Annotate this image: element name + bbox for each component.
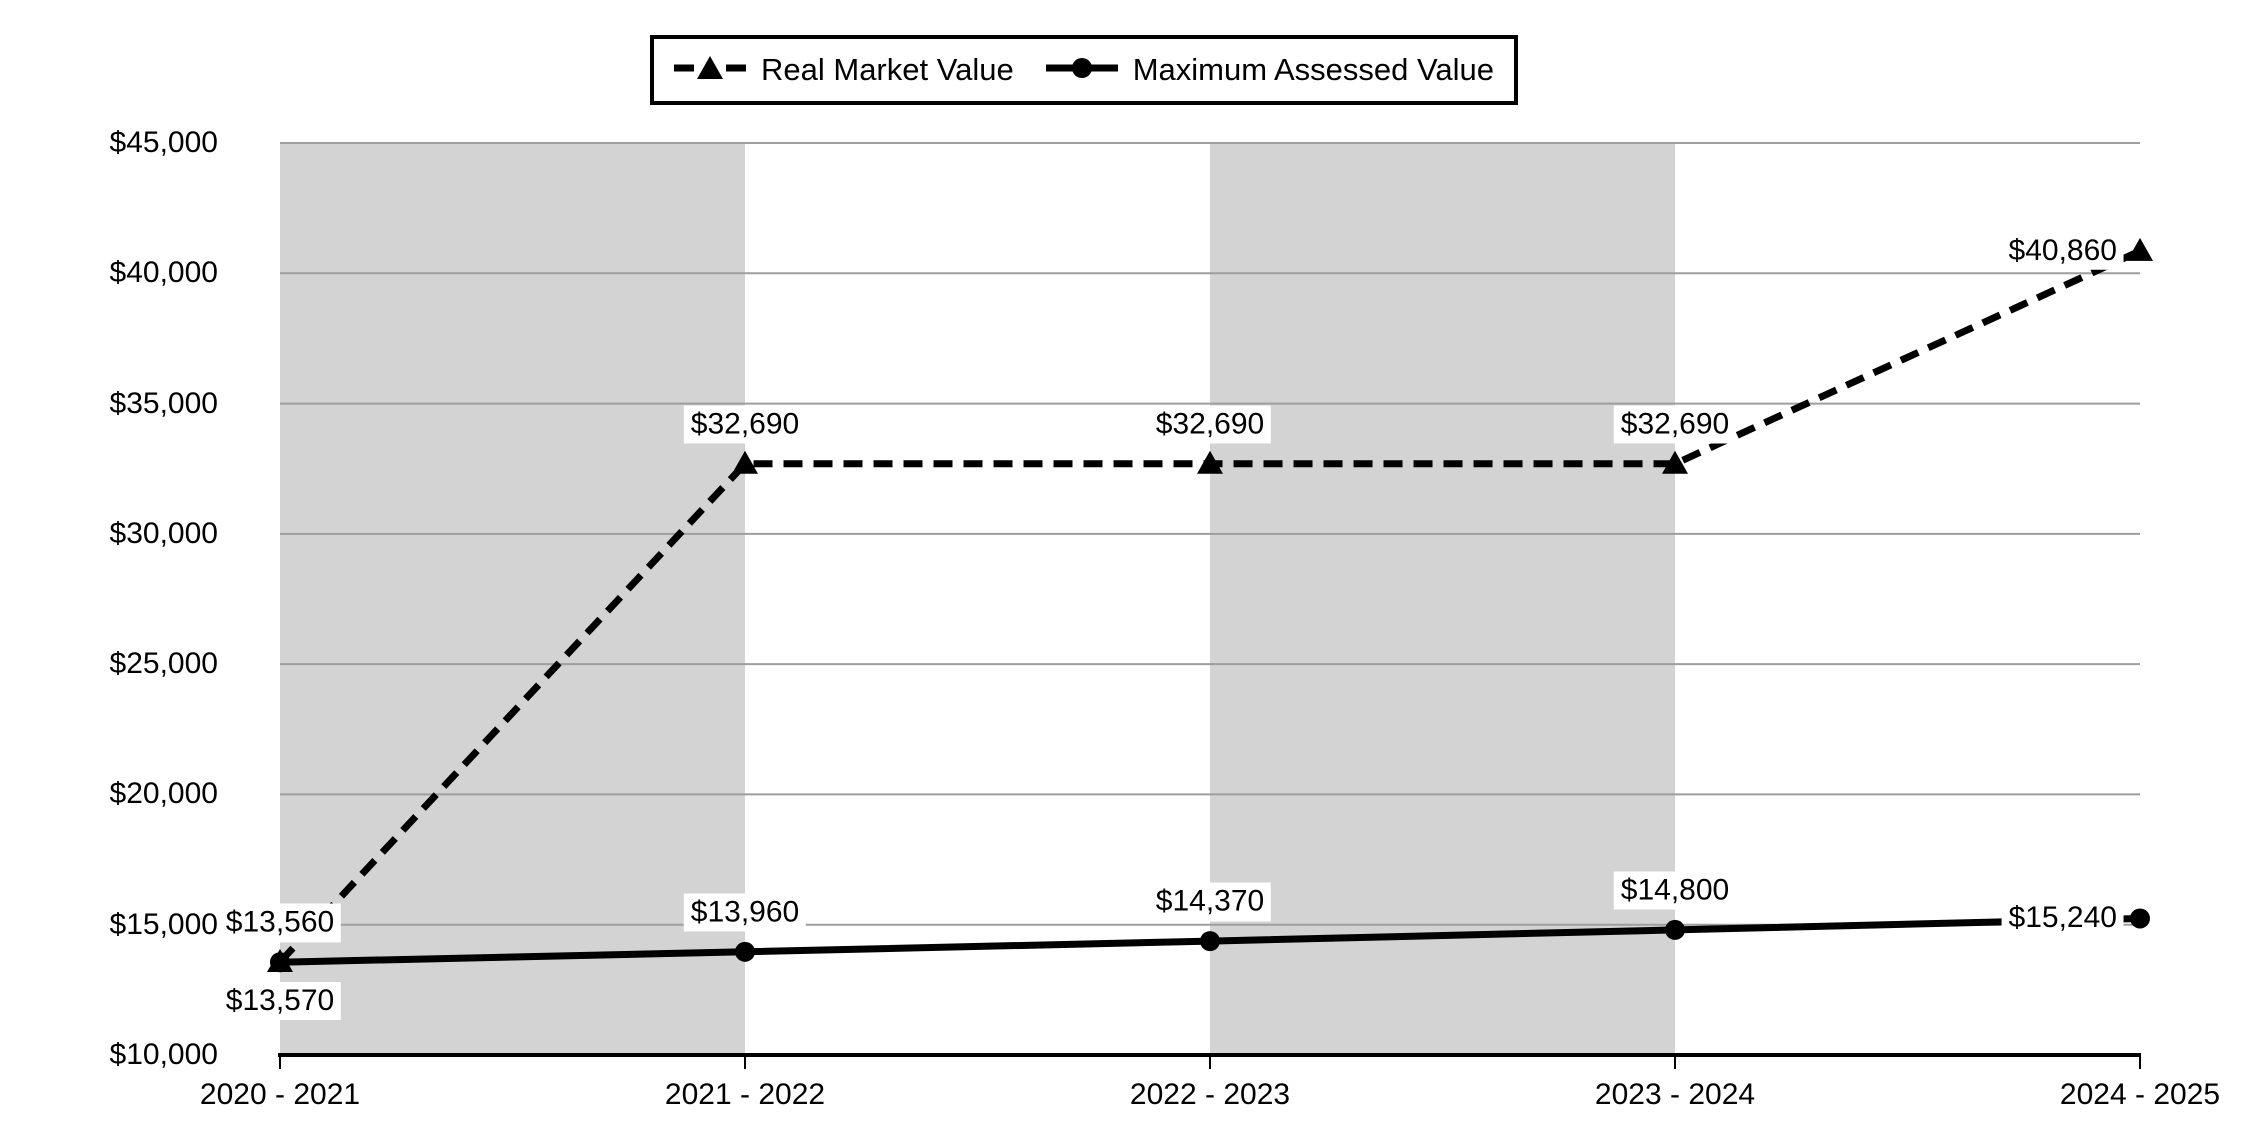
- x-axis-tick-label: 2021 - 2022: [664, 1078, 826, 1111]
- legend-item-real-market-value: Real Market Value: [674, 52, 1014, 88]
- y-axis-label: $45,000: [109, 126, 218, 159]
- data-label-maximum-assessed-value: $13,560: [218, 903, 342, 943]
- x-axis-tick-label: 2020 - 2021: [199, 1078, 361, 1111]
- shaded-year-band: [1210, 144, 1675, 1055]
- data-label-real-market-value: $40,860: [2001, 231, 2124, 271]
- data-label-real-market-value: $32,690: [683, 405, 807, 444]
- shaded-year-band: [280, 144, 745, 1055]
- y-axis-label: $10,000: [109, 1038, 218, 1071]
- data-label-maximum-assessed-value: $13,960: [683, 893, 807, 932]
- y-axis-label: $30,000: [109, 516, 218, 550]
- x-axis-tick-label: 2024 - 2025: [2059, 1078, 2221, 1111]
- data-label-maximum-assessed-value: $14,370: [1148, 882, 1272, 922]
- solid-line-circle-marker-icon: [1045, 54, 1118, 87]
- y-axis-label: $15,000: [109, 907, 218, 941]
- y-axis-label: $35,000: [109, 386, 218, 420]
- dashed-line-triangle-marker-icon: [674, 54, 746, 87]
- data-label-maximum-assessed-value: $14,800: [1613, 871, 1737, 910]
- legend-item-maximum-assessed-value: Maximum Assessed Value: [1045, 52, 1494, 88]
- y-axis-label: $25,000: [109, 647, 218, 681]
- legend-label-real-market-value: Real Market Value: [761, 52, 1014, 87]
- y-axis-label: $40,000: [109, 256, 218, 290]
- data-label-maximum-assessed-value: $15,240: [2001, 899, 2124, 938]
- y-axis-label: $20,000: [109, 777, 218, 811]
- data-label-real-market-value: $32,690: [1148, 405, 1272, 444]
- x-axis-tick-label: 2023 - 2024: [1594, 1078, 1756, 1111]
- data-label-real-market-value: $32,690: [1613, 405, 1737, 444]
- legend: Real Market Value Maximum Assessed Value: [650, 35, 1518, 105]
- x-axis-tick-label: 2022 - 2023: [1129, 1078, 1291, 1111]
- legend-label-maximum-assessed-value: Maximum Assessed Value: [1132, 52, 1494, 87]
- data-label-real-market-value: $13,570: [218, 981, 342, 1021]
